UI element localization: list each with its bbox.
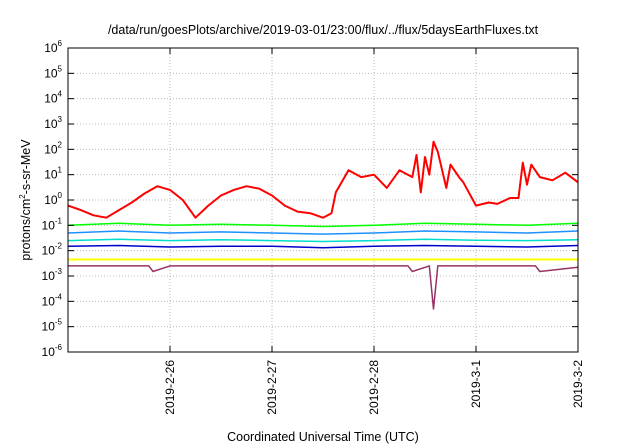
y-tick-base: 10 (42, 218, 56, 232)
y-tick-label: 105 (44, 64, 62, 80)
series-line-6 (68, 265, 579, 310)
chart-title: /data/run/goesPlots/archive/2019-03-01/2… (108, 23, 539, 37)
x-tick-label: 2019-2-28 (367, 360, 381, 415)
y-tick-base: 10 (44, 168, 58, 182)
y-tick-label: 106 (44, 39, 62, 55)
y-tick-label: 104 (44, 90, 62, 106)
y-tick-label: 10-2 (42, 242, 63, 258)
y-tick-exponent: -3 (55, 267, 63, 276)
y-tick-exponent: -2 (55, 242, 63, 251)
y-tick-label: 103 (44, 115, 62, 131)
y-tick-exponent: 3 (58, 115, 63, 124)
y-axis-ticks: 10-610-510-410-310-210-11001011021031041… (42, 39, 578, 359)
y-tick-base: 10 (44, 117, 58, 131)
y-tick-label: 10-5 (42, 318, 63, 334)
x-axis-title: Coordinated Universal Time (UTC) (227, 430, 419, 444)
y-tick-exponent: -5 (55, 318, 63, 327)
y-tick-base: 10 (42, 244, 56, 258)
y-tick-exponent: 5 (58, 64, 63, 73)
y-tick-label: 100 (44, 191, 62, 207)
y-tick-label: 10-4 (42, 292, 63, 308)
x-axis-ticks: 2019-2-26 2019-2-27 2019-2-28 2019-3-1 2019-… (163, 48, 585, 415)
x-tick-label: 2019-2-26 (163, 360, 177, 415)
y-tick-base: 10 (44, 41, 58, 55)
y-tick-label: 102 (44, 140, 62, 156)
y-tick-base: 10 (44, 66, 58, 80)
y-tick-label: 10-6 (42, 343, 63, 359)
y-tick-label: 10-1 (42, 216, 63, 232)
y-tick-exponent: -6 (55, 343, 63, 352)
y-axis-title-suffix: -s-sr-MeV (19, 139, 33, 195)
y-tick-exponent: 1 (58, 166, 63, 175)
y-tick-exponent: 0 (58, 191, 63, 200)
series-line-4 (67, 244, 579, 249)
series-line-1 (67, 222, 579, 228)
y-tick-exponent: 4 (58, 90, 63, 99)
y-tick-exponent: -4 (55, 292, 63, 301)
y-tick-exponent: 2 (58, 140, 63, 149)
x-tick-label: 2019-3-2 (571, 360, 585, 408)
y-axis-title-sup: 2 (18, 194, 27, 199)
y-tick-base: 10 (42, 320, 56, 334)
y-tick-exponent: 6 (58, 39, 63, 48)
y-tick-base: 10 (42, 345, 56, 359)
y-tick-base: 10 (44, 142, 58, 156)
y-tick-label: 101 (44, 166, 62, 182)
series-layer (67, 140, 579, 310)
y-tick-base: 10 (44, 193, 58, 207)
series-line-0 (67, 140, 579, 219)
x-tick-label: 2019-2-27 (265, 360, 279, 415)
x-tick-label: 2019-3-1 (469, 360, 483, 408)
y-tick-exponent: -1 (55, 216, 63, 225)
y-tick-base: 10 (42, 294, 56, 308)
grid (68, 48, 578, 352)
series-line-3 (67, 238, 579, 243)
y-tick-label: 10-3 (42, 267, 63, 283)
y-tick-base: 10 (44, 92, 58, 106)
y-tick-base: 10 (42, 269, 56, 283)
y-axis-title-prefix: protons/cm (19, 199, 33, 261)
y-axis-title: protons/cm2-s-sr-MeV (18, 139, 33, 261)
series-line-2 (67, 230, 579, 235)
